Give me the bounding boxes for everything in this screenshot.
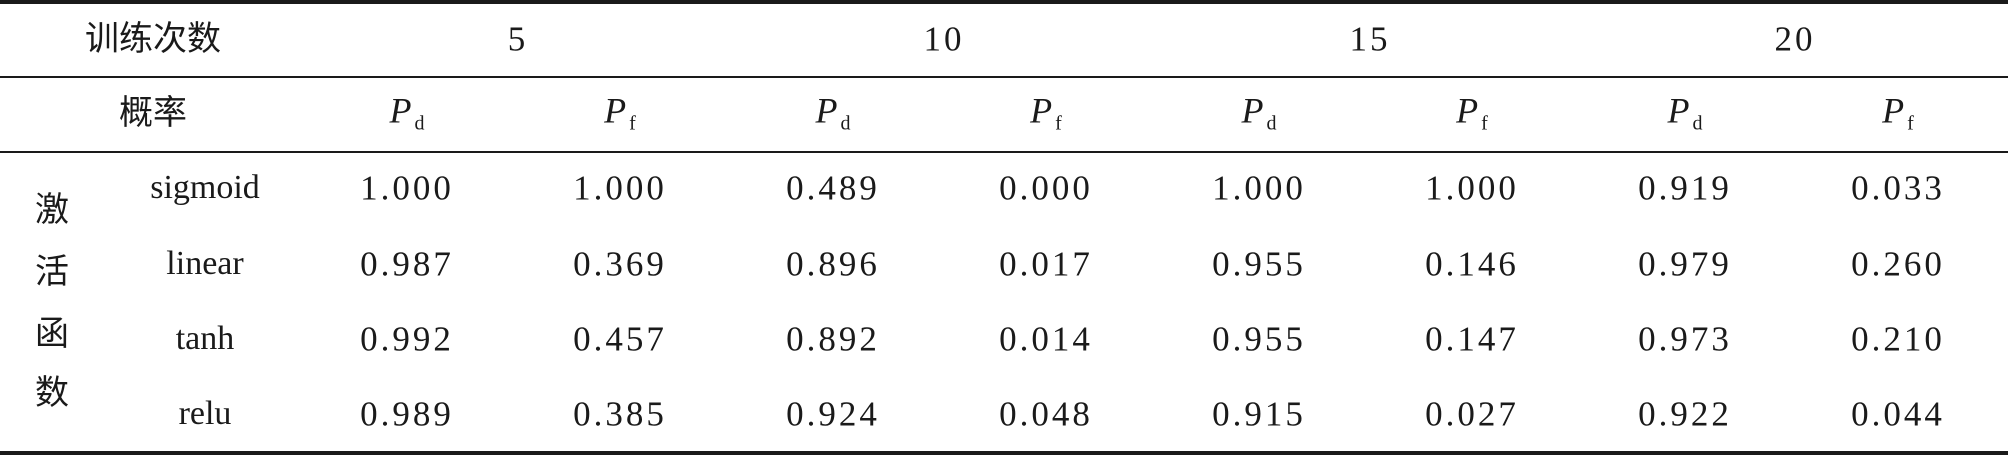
table-cell: 0.017 [999,244,1093,284]
table-cell: 1.000 [573,168,667,208]
table-cell: 0.146 [1425,244,1519,284]
table-cell: 0.210 [1851,319,1945,359]
table-cell: 1.000 [1425,168,1519,208]
table-cell: 0.955 [1212,244,1306,284]
bottom-rule [0,451,2008,455]
table-cell: 0.014 [999,319,1093,359]
table-cell: 0.892 [786,319,880,359]
table-cell: 0.385 [573,394,667,434]
row-label-relu: relu [178,395,232,432]
table-cell: 0.369 [573,244,667,284]
epoch-header: 15 [1349,19,1391,59]
row-label-tanh: tanh [175,320,235,357]
probability-header-label: 概率 [119,93,187,133]
body-divider [0,151,2008,153]
activation-group-char: 激 [35,190,69,230]
header-divider [0,76,2008,78]
epoch-header: 5 [507,19,529,59]
table-cell: 0.147 [1425,319,1519,359]
table-cell: 0.260 [1851,244,1945,284]
table-cell: 0.992 [360,319,454,359]
table-cell: 0.489 [786,168,880,208]
row-label-linear: linear [166,245,244,282]
table-cell: 0.922 [1638,394,1732,434]
epoch-header: 20 [1774,19,1816,59]
table-cell: 1.000 [1212,168,1306,208]
table-cell: 0.044 [1851,394,1945,434]
activation-group-char: 函 [35,314,69,354]
table-cell: 0.973 [1638,319,1732,359]
table-cell: 0.955 [1212,319,1306,359]
activation-group-char: 数 [35,373,69,413]
table-cell: 0.457 [573,319,667,359]
table-cell: 0.987 [360,244,454,284]
epochs-header-label: 训练次数 [85,19,221,59]
top-rule [0,0,2008,4]
epoch-header: 10 [923,19,965,59]
table-cell: 0.924 [786,394,880,434]
table-cell: 1.000 [360,168,454,208]
activation-group-char: 活 [35,252,69,292]
table-cell: 0.915 [1212,394,1306,434]
row-label-sigmoid: sigmoid [150,169,260,206]
table-cell: 0.989 [360,394,454,434]
table-cell: 0.000 [999,168,1093,208]
table-cell: 0.919 [1638,168,1732,208]
table-cell: 0.033 [1851,168,1945,208]
table-cell: 0.027 [1425,394,1519,434]
table-cell: 0.979 [1638,244,1732,284]
table-cell: 0.048 [999,394,1093,434]
table-cell: 0.896 [786,244,880,284]
